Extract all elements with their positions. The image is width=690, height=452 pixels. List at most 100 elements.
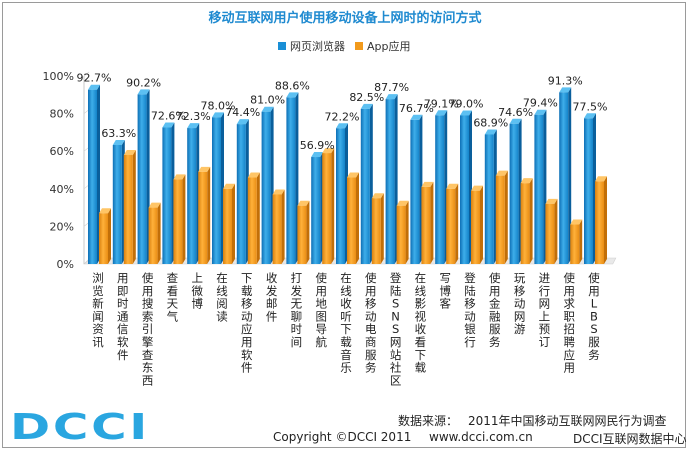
- bar-top: [212, 112, 224, 118]
- x-tick-label-13: 在线影视收看下载: [415, 271, 427, 375]
- y-tick-label-3: 60%: [50, 145, 74, 158]
- bar-side: [306, 200, 310, 264]
- bar-app-14: [446, 183, 459, 264]
- bar-front: [137, 94, 147, 264]
- website-link[interactable]: www.dcci.com.cn: [429, 430, 533, 444]
- x-tick-label-16: 使用金融服务: [489, 271, 501, 349]
- bar-side: [455, 183, 459, 264]
- bar-top: [148, 202, 161, 208]
- bar-front: [435, 115, 445, 265]
- x-tick-label-0: 浏览新闻资讯: [92, 271, 104, 349]
- bar-front: [446, 188, 456, 264]
- bar-front: [162, 127, 172, 265]
- bar-front: [173, 179, 183, 264]
- bar-top: [584, 113, 596, 119]
- x-tick-label-7: 收发邮件: [266, 271, 278, 323]
- bar-side: [356, 172, 359, 264]
- bar-side: [281, 189, 285, 264]
- bar-app-6: [247, 172, 260, 264]
- bar-top: [460, 110, 472, 116]
- bar-side: [529, 178, 533, 264]
- data-labels: 92.7% 63.3% 90.2% 72.6%72.3%78.0%74.4%81.0%…: [77, 72, 608, 152]
- bar-app-4: [198, 166, 211, 264]
- x-tick-label-19: 使用求职招聘应用: [563, 271, 575, 375]
- bar-browser-4: [187, 123, 200, 265]
- legend: 网页浏览器 App应用: [278, 39, 411, 53]
- bar-top: [484, 129, 497, 135]
- bar-top: [471, 185, 483, 191]
- bar-app-13: [421, 181, 434, 264]
- data-label-8: 88.6%: [275, 79, 310, 92]
- y-tick-label-1: 20%: [50, 220, 74, 233]
- bar-top: [371, 193, 384, 199]
- bar-browser-12: [385, 94, 398, 265]
- bar-side: [207, 166, 211, 264]
- x-tick-label-11: 使用移动电商服务: [365, 271, 377, 375]
- legend-label-app: App应用: [367, 39, 411, 53]
- bar-top: [311, 152, 324, 158]
- data-label-6: 74.4%: [225, 106, 260, 119]
- bar-app-5: [223, 183, 235, 264]
- bar-top: [545, 198, 558, 204]
- bar-browser-1: [112, 139, 125, 264]
- bar-front: [460, 115, 469, 264]
- bar-app-15: [471, 185, 483, 264]
- bar-front: [385, 99, 395, 265]
- y-axis: 0% 20% 40% 60% 80% 100%: [43, 70, 74, 271]
- y-tick-label-2: 40%: [50, 183, 74, 196]
- bar-browser-11: [360, 103, 373, 265]
- bar-side: [380, 193, 384, 264]
- bar-front: [272, 194, 282, 264]
- bar-top: [435, 110, 448, 116]
- bar-browser-16: [484, 129, 497, 264]
- bar-app-17: [520, 178, 533, 264]
- bar-front: [559, 92, 569, 264]
- bar-top: [570, 219, 583, 225]
- bar-front: [212, 117, 221, 264]
- bar-side: [182, 174, 186, 264]
- bar-front: [360, 108, 370, 265]
- bar-top: [495, 170, 508, 176]
- bar-top: [446, 183, 459, 189]
- bar-top: [534, 109, 547, 115]
- bar-top: [347, 172, 359, 178]
- bar-side: [157, 202, 161, 264]
- bar-app-3: [173, 174, 186, 264]
- y-tick-label-0: 0%: [57, 258, 74, 271]
- bar-side: [108, 208, 111, 264]
- bar-browser-6: [236, 119, 249, 265]
- data-label-11: 82.5%: [349, 91, 384, 104]
- bar-top: [261, 106, 274, 112]
- gridline-5: [83, 71, 90, 77]
- bar-front: [520, 183, 530, 264]
- data-label-1: 63.3%: [101, 127, 136, 140]
- bar-app-7: [272, 189, 285, 264]
- bar-app-19: [570, 219, 583, 264]
- data-label-19: 91.3%: [548, 74, 583, 87]
- bar-side: [604, 176, 607, 264]
- bar-browser-13: [410, 114, 423, 264]
- data-label-7: 81.0%: [250, 94, 285, 107]
- x-tick-label-12: 登陆 S N S 网站社区: [390, 271, 402, 387]
- bar-top: [385, 94, 398, 100]
- bars: [88, 84, 607, 265]
- data-label-0: 92.7%: [77, 72, 112, 85]
- source-label: 数据来源：: [398, 414, 459, 428]
- x-tick-label-17: 玩移动网游: [514, 271, 526, 336]
- bar-browser-19: [559, 87, 572, 264]
- bar-side: [232, 183, 235, 264]
- bar-front: [595, 181, 604, 264]
- bar-browser-2: [137, 89, 150, 264]
- x-tick-label-2: 使用搜索引擎查东西: [142, 271, 154, 387]
- bar-side: [331, 148, 335, 264]
- x-tick-label-8: 打发无聊时间: [291, 271, 303, 349]
- bar-top: [559, 87, 572, 93]
- legend-label-browser: 网页浏览器: [290, 39, 345, 53]
- bar-front: [261, 111, 271, 264]
- bar-app-1: [123, 149, 136, 264]
- bar-top: [88, 84, 100, 90]
- data-label-13: 76.7%: [399, 102, 434, 115]
- data-label-16: 68.9%: [473, 116, 508, 129]
- bar-top: [286, 92, 299, 98]
